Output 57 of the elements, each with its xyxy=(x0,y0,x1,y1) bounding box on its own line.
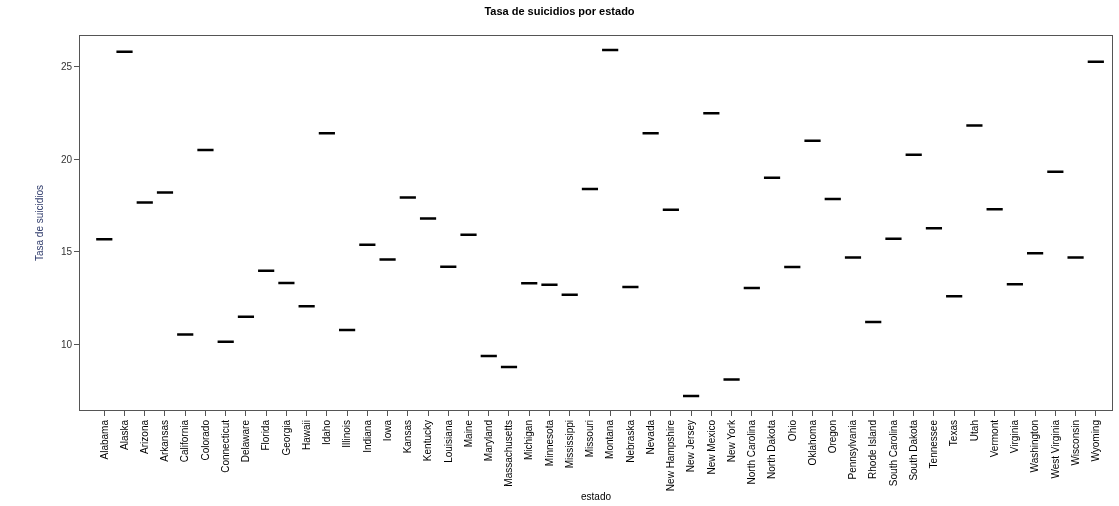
x-tick-label: Indiana xyxy=(361,419,373,453)
x-tick-label: Idaho xyxy=(321,419,333,446)
x-tick-label: Hawaii xyxy=(300,420,312,451)
x-tick-label: North Carolina xyxy=(746,419,758,485)
x-tick-label: Wisconsin xyxy=(1069,420,1081,466)
y-tick-label: 20 xyxy=(60,153,73,165)
x-tick-label: Wyoming xyxy=(1090,420,1102,462)
y-axis-title: Tasa de suicidios xyxy=(33,184,45,262)
x-tick-label: Montana xyxy=(604,419,616,459)
x-tick-label: Vermont xyxy=(988,419,1000,458)
x-tick-label: Washington xyxy=(1029,420,1041,473)
x-tick-label: Illinois xyxy=(341,420,353,448)
x-tick-label: Arizona xyxy=(139,419,150,454)
x-tick-label: Michigan xyxy=(523,420,535,461)
x-tick-label: Tennessee xyxy=(928,419,940,469)
x-tick-label: New Hampshire xyxy=(665,419,677,492)
x-tick-label: Mississippi xyxy=(563,420,575,469)
x-tick-label: Pennsylvania xyxy=(847,419,859,480)
x-tick-label: Kentucky xyxy=(422,420,434,462)
x-tick-label: Alabama xyxy=(98,419,110,460)
x-tick-label: Utah xyxy=(968,420,980,442)
x-tick-label: Maryland xyxy=(483,420,494,462)
x-tick-label: Virginia xyxy=(1009,419,1021,454)
y-tick-label: 15 xyxy=(60,246,73,258)
x-tick-label: Iowa xyxy=(381,419,393,442)
x-tick-label: South Dakota xyxy=(907,419,919,481)
x-tick-label: New Jersey xyxy=(685,420,697,473)
x-tick-label: New York xyxy=(725,419,737,463)
x-tick-label: Massachusetts xyxy=(503,420,515,487)
x-tick-label: Maine xyxy=(462,419,474,448)
x-tick-label: Missouri xyxy=(584,420,596,458)
x-tick-label: Texas xyxy=(948,420,960,447)
x-tick-label: New Mexico xyxy=(705,419,717,475)
x-tick-label: Rhode Island xyxy=(867,420,879,479)
y-tick-label: 25 xyxy=(60,61,73,73)
x-tick-label: Delaware xyxy=(240,419,252,463)
x-tick-label: Connecticut xyxy=(219,419,231,473)
chart-title: Tasa de suicidios por estado xyxy=(484,5,635,18)
x-tick-label: South Carolina xyxy=(887,419,899,487)
x-tick-label: Nebraska xyxy=(624,419,636,463)
x-tick-label: Florida xyxy=(260,419,272,451)
y-tick-label: 10 xyxy=(60,338,73,350)
x-tick-label: North Dakota xyxy=(766,419,778,479)
x-tick-label: Oregon xyxy=(827,420,838,454)
x-tick-label: West Virginia xyxy=(1049,419,1061,479)
x-tick-label: California xyxy=(179,419,191,463)
x-tick-label: Alaska xyxy=(118,419,130,451)
x-axis-title: estado xyxy=(580,490,612,502)
x-tick-label: Louisiana xyxy=(442,419,454,463)
x-tick-label: Kansas xyxy=(402,420,414,454)
x-tick-label: Oklahoma xyxy=(806,419,818,466)
x-tick-label: Arkansas xyxy=(159,420,171,462)
x-tick-label: Colorado xyxy=(199,419,211,461)
x-tick-label: Georgia xyxy=(280,419,292,456)
x-tick-label: Ohio xyxy=(786,419,798,442)
x-tick-label: Minnesota xyxy=(543,419,555,467)
x-tick-label: Nevada xyxy=(644,419,656,455)
